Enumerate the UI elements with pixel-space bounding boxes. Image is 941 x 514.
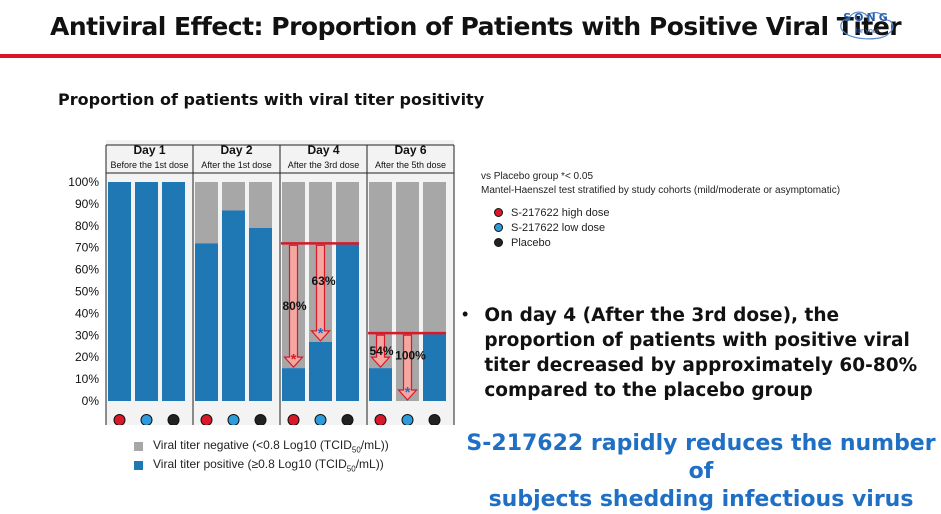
stacked-bar-chart: Day 1 Before the 1st dose Day 2 After the 1…	[68, 140, 455, 425]
group-note-label: After the 3rd dose	[288, 160, 360, 170]
low-dose-dot-icon	[494, 223, 503, 232]
stat-note-2: Mantel-Haenszel test stratified by study…	[481, 185, 841, 196]
bar-negative	[249, 182, 272, 228]
y-tick-label: 80%	[75, 219, 99, 233]
legend-positive-label: Viral titer positive (≥0.8 Log10 (TCID50…	[153, 457, 384, 474]
y-tick-label: 10%	[75, 372, 99, 386]
y-tick-label: 30%	[75, 328, 99, 342]
arm-dot-icon	[341, 414, 354, 425]
arm-legend-low: S-217622 low dose	[494, 220, 609, 235]
legend-negative-label: Viral titer negative (<0.8 Log10 (TCID50…	[153, 438, 389, 455]
group-note-label: After the 1st dose	[201, 160, 272, 170]
arm-dot-icon	[113, 414, 126, 425]
bar-positive	[249, 227, 272, 401]
chart-subtitle: Proportion of patients with viral titer …	[58, 90, 485, 109]
bar-legend: Viral titer negative (<0.8 Log10 (TCID50…	[134, 437, 389, 475]
significance-star: *	[405, 384, 411, 401]
reduction-label: 63%	[311, 274, 335, 288]
significance-star: *	[291, 351, 297, 368]
logo-tagline: for you!	[855, 28, 879, 35]
bar-negative	[195, 182, 218, 244]
arm-dot-icon	[401, 414, 414, 425]
arm-legend-high: S-217622 high dose	[494, 205, 609, 220]
arm-legend-placebo-label: Placebo	[511, 236, 551, 249]
legend-positive-swatch	[134, 461, 143, 470]
y-tick-label: 20%	[75, 350, 99, 364]
legend-negative-swatch	[134, 442, 143, 451]
significance-star: *	[318, 325, 324, 342]
reduction-arrow	[310, 244, 331, 342]
y-tick-label: 100%	[68, 175, 99, 189]
song-logo: SONG for you!	[838, 8, 896, 44]
arm-dot-icon	[200, 414, 213, 425]
reduction-label: 80%	[282, 299, 306, 313]
group-day-label: Day 2	[220, 143, 252, 157]
bar-positive	[162, 182, 185, 401]
conclusion-line-2: subjects shedding infectious virus	[488, 487, 914, 512]
bullet-icon: •	[462, 304, 469, 324]
reduction-label: 100%	[395, 349, 426, 363]
y-tick-label: 50%	[75, 285, 99, 299]
bar-positive	[135, 182, 158, 401]
stat-note-1: vs Placebo group *< 0.05	[481, 171, 594, 182]
arm-dot-icon	[254, 414, 267, 425]
logo-cloud-icon	[840, 11, 894, 40]
reduction-arrow	[370, 334, 391, 369]
arm-dot-icon	[227, 414, 240, 425]
y-tick-label: 0%	[82, 394, 100, 408]
high-dose-dot-icon	[494, 208, 503, 217]
arm-dot-icon	[428, 414, 441, 425]
bar-negative	[222, 182, 245, 211]
arm-dot-icon	[287, 414, 300, 425]
y-tick-label: 90%	[75, 197, 99, 211]
key-finding: • On day 4 (After the 3rd dose), the pro…	[462, 303, 932, 403]
bar-positive	[222, 210, 245, 401]
arm-dot-icon	[374, 414, 387, 425]
key-finding-text: On day 4 (After the 3rd dose), the propo…	[484, 305, 918, 401]
arm-legend-placebo: Placebo	[494, 235, 609, 250]
arm-legend-high-label: S-217622 high dose	[511, 206, 610, 219]
bar-negative	[336, 182, 359, 244]
group-day-label: Day 6	[394, 143, 426, 157]
arm-dot-icon	[140, 414, 153, 425]
legend-positive: Viral titer positive (≥0.8 Log10 (TCID50…	[134, 456, 389, 475]
arm-legend: S-217622 high dose S-217622 low dose Pla…	[494, 205, 609, 250]
placebo-dot-icon	[494, 238, 503, 247]
page-title: Antiviral Effect: Proportion of Patients…	[50, 12, 902, 41]
reduction-label: 54%	[369, 344, 393, 358]
arm-dot-icon	[167, 414, 180, 425]
conclusion-line-1: S-217622 rapidly reduces the number of	[466, 431, 936, 484]
arm-legend-low-label: S-217622 low dose	[511, 221, 606, 234]
bar-negative	[423, 182, 446, 334]
bar-negative	[369, 182, 392, 369]
bar-positive	[195, 243, 218, 401]
reduction-arrow	[397, 334, 418, 401]
group-day-label: Day 1	[133, 143, 165, 157]
bar-positive	[309, 341, 332, 401]
bar-positive	[282, 368, 305, 401]
bar-positive	[108, 182, 131, 401]
reduction-arrow	[283, 244, 304, 369]
title-rule	[0, 54, 941, 58]
logo-text: SONG	[843, 11, 891, 24]
bar-positive	[423, 333, 446, 401]
stat-notes: vs Placebo group *< 0.05 Mantel-Haenszel…	[481, 170, 840, 198]
bar-positive	[336, 243, 359, 401]
group-note-label: Before the 1st dose	[110, 160, 188, 170]
arm-dot-icon	[314, 414, 327, 425]
bar-positive	[369, 368, 392, 401]
group-day-label: Day 4	[307, 143, 339, 157]
bar-negative	[396, 182, 419, 401]
legend-negative: Viral titer negative (<0.8 Log10 (TCID50…	[134, 437, 389, 456]
y-tick-label: 60%	[75, 263, 99, 277]
conclusion: S-217622 rapidly reduces the number of s…	[466, 430, 936, 514]
group-note-label: After the 5th dose	[375, 160, 446, 170]
y-tick-label: 70%	[75, 241, 99, 255]
y-tick-label: 40%	[75, 306, 99, 320]
